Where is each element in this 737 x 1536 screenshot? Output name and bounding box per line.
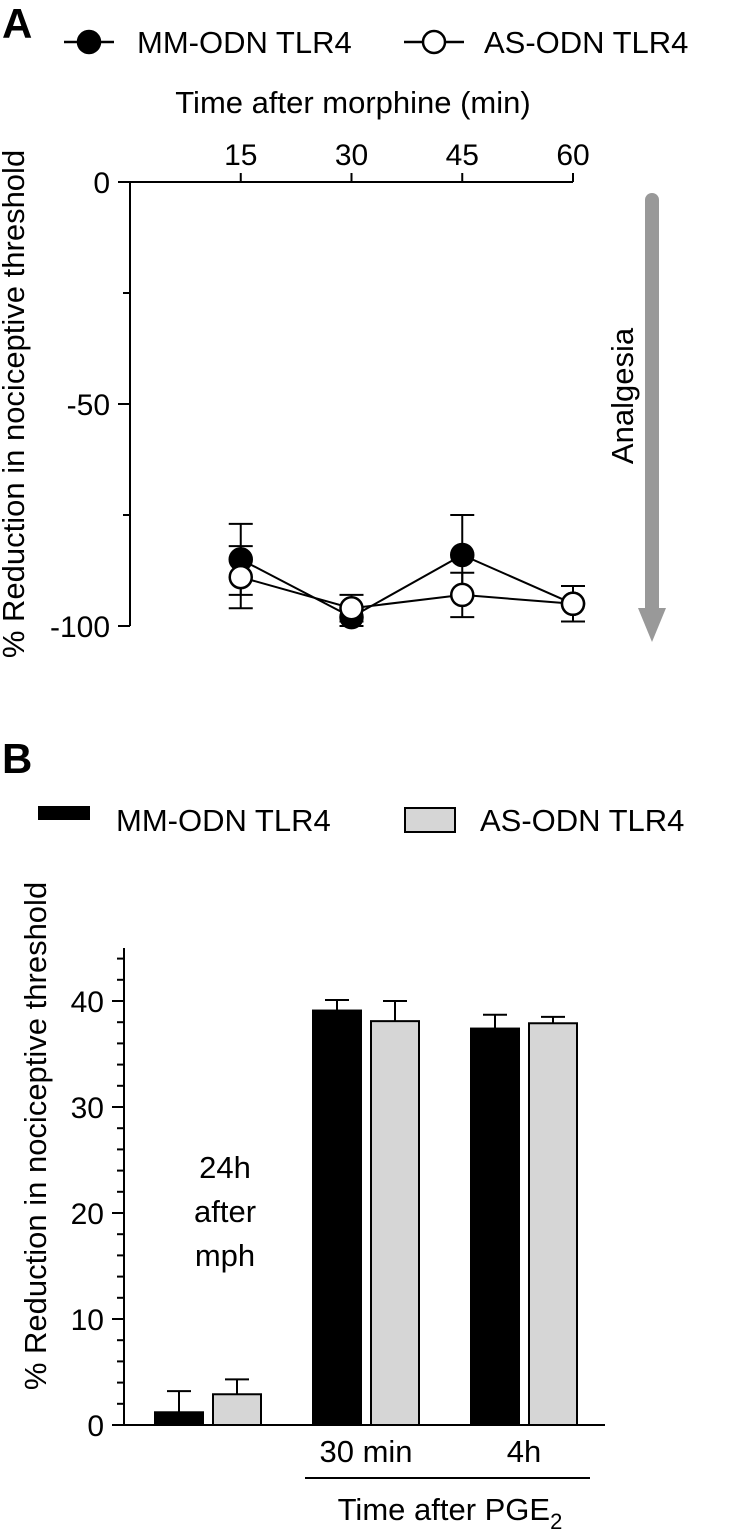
analgesia-label: Analgesia — [605, 327, 640, 464]
panel-b-x-axis-title-main: Time after PGE — [338, 1492, 550, 1527]
annotation-after: after — [194, 1194, 256, 1229]
series-line-mm — [240, 553, 574, 619]
bar-as — [212, 1393, 262, 1427]
analgesia-arrow: Analgesia — [605, 193, 666, 642]
panel-b-legend: MM-ODN TLR4 AS-ODN TLR4 — [38, 803, 684, 838]
panel-b-x-axis-title: Time after PGE2 — [338, 1492, 563, 1534]
panel-b-y-tick-label: 40 — [71, 986, 104, 1019]
panel-a-legend: MM-ODN TLR4 AS-ODN TLR4 — [64, 25, 688, 60]
panel-b-y-tick-label: 30 — [71, 1092, 104, 1125]
panel-a-x-ticks: 15 30 45 60 — [224, 139, 590, 182]
category-label-30min: 30 min — [319, 1434, 412, 1469]
legend-b-as-swatch — [404, 807, 456, 833]
panel-b: B MM-ODN TLR4 AS-ODN TLR4 0 10 20 30 40 % Re… — [2, 735, 684, 1534]
legend-a-mm-label: MM-ODN TLR4 — [137, 25, 352, 60]
panel-a-letter: A — [2, 0, 32, 47]
annotation-mph: mph — [195, 1238, 255, 1273]
data-point-as — [339, 595, 364, 621]
panel-a-y-tick-label: -100 — [50, 611, 110, 644]
panel-a: A MM-ODN TLR4 AS-ODN TLR4 Time after mor… — [0, 0, 688, 658]
bar-as — [528, 1022, 578, 1426]
panel-a-x-tick-label: 45 — [446, 139, 479, 172]
legend-a-mm-marker — [76, 29, 102, 55]
panel-a-y-tick-label: -50 — [67, 389, 110, 422]
legend-b-mm-label: MM-ODN TLR4 — [116, 803, 331, 838]
series-line-as — [240, 576, 574, 610]
panel-a-x-tick-label: 60 — [556, 139, 589, 172]
data-point-as — [560, 591, 586, 617]
panel-b-y-tick-label: 20 — [71, 1198, 104, 1231]
bar-mm — [312, 1009, 362, 1426]
panel-a-data — [228, 514, 586, 630]
panel-b-y-axis-title: % Reduction in nociceptive threshold — [18, 882, 53, 1390]
data-point-as — [228, 564, 253, 590]
panel-b-y-ticks: 0 10 20 30 40 — [71, 957, 124, 1443]
panel-b-y-tick-label: 0 — [87, 1410, 104, 1443]
panel-a-x-axis-title: Time after morphine (min) — [175, 85, 530, 120]
panel-b-letter: B — [2, 735, 32, 782]
panel-b-data — [154, 998, 578, 1427]
legend-b-as-label: AS-ODN TLR4 — [480, 803, 684, 838]
legend-b-mm-swatch — [38, 806, 90, 820]
data-point-mm — [450, 542, 475, 568]
panel-b-x-axis-title-subscript: 2 — [550, 1509, 562, 1534]
bar-mm — [154, 1411, 204, 1427]
panel-a-x-tick-label: 30 — [335, 139, 368, 172]
panel-a-y-tick-label: 0 — [93, 167, 110, 200]
data-point-as — [450, 582, 475, 608]
legend-a-as-marker — [421, 29, 447, 55]
bar-as — [370, 1020, 420, 1426]
panel-b-y-tick-label: 10 — [71, 1304, 104, 1337]
category-label-4h: 4h — [507, 1434, 541, 1469]
analgesia-arrow-head — [638, 608, 666, 642]
panel-a-y-axis-title: % Reduction in nociceptive threshold — [0, 150, 31, 658]
bar-mm — [470, 1027, 520, 1427]
panel-a-y-ticks: 0 -50 -100 — [50, 167, 130, 644]
panel-a-x-tick-label: 15 — [224, 139, 257, 172]
annotation-24h: 24h — [199, 1150, 251, 1185]
legend-a-as-label: AS-ODN TLR4 — [484, 25, 688, 60]
